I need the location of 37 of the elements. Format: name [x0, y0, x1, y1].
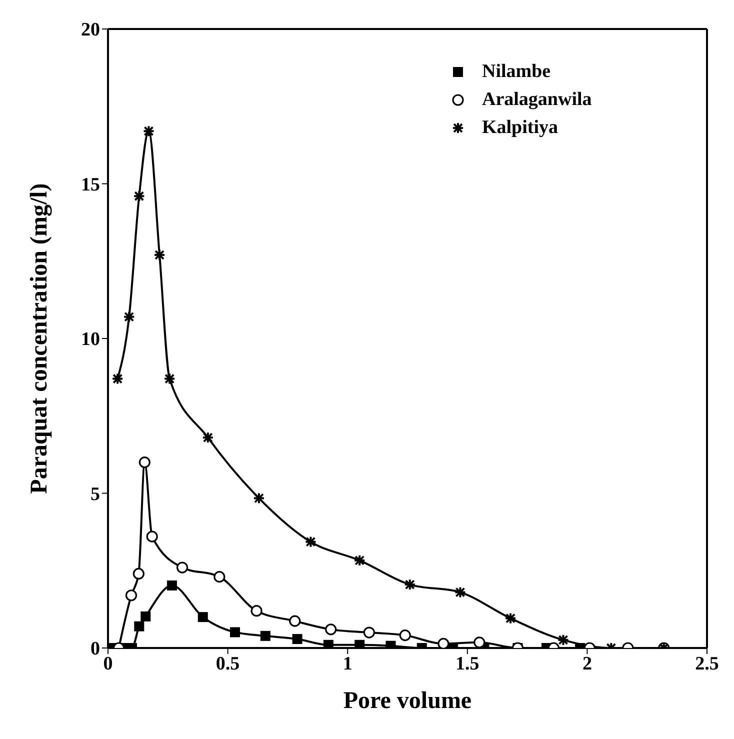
y-tick-label: 5 [90, 484, 100, 505]
point [214, 571, 226, 583]
x-axis-title: Pore volume [343, 688, 472, 714]
y-axis-title: Paraquat concentration (mg/l) [26, 183, 53, 494]
point [292, 634, 302, 644]
point [125, 590, 138, 602]
x-tick-label: 2.5 [695, 653, 719, 674]
point [140, 611, 151, 622]
x-tick-label: 1.5 [456, 653, 480, 674]
point [363, 626, 375, 638]
y-tick-label: 0 [90, 638, 100, 660]
point [474, 636, 486, 648]
legend-label: Aralaganwila [482, 89, 592, 111]
point [250, 605, 262, 617]
point [230, 627, 240, 638]
point [438, 638, 450, 648]
point [399, 630, 411, 642]
x-tick-label: 0.5 [216, 653, 240, 674]
point [260, 630, 270, 641]
point [176, 562, 188, 574]
x-tick-label: 1 [342, 653, 352, 674]
point [289, 615, 301, 627]
y-tick-label: 15 [81, 174, 100, 196]
y-tick-label: 20 [81, 20, 100, 41]
x-tick-label: 2 [582, 653, 592, 674]
point [146, 530, 158, 542]
y-tick-label: 10 [81, 329, 100, 350]
point [132, 568, 144, 580]
point [198, 612, 208, 622]
point [166, 580, 177, 590]
legend-label: Nilambe [482, 61, 551, 83]
point [354, 640, 365, 648]
point [138, 456, 150, 468]
point [134, 621, 144, 632]
point [325, 624, 337, 636]
legend-label: Kalpitiya [482, 117, 558, 139]
point [323, 640, 334, 648]
